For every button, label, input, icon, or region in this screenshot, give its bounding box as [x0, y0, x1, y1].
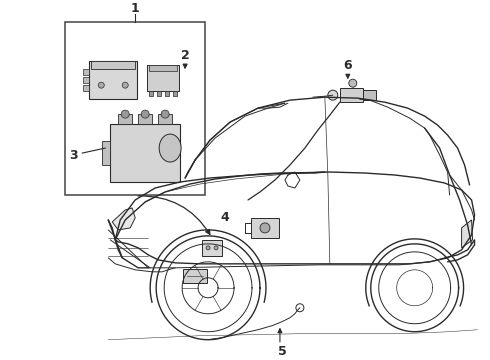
Circle shape [349, 79, 357, 87]
Circle shape [98, 82, 104, 88]
Polygon shape [363, 90, 376, 100]
Circle shape [141, 110, 149, 118]
Polygon shape [149, 91, 153, 96]
Polygon shape [462, 220, 472, 248]
Polygon shape [165, 91, 169, 96]
Polygon shape [138, 114, 152, 124]
Polygon shape [83, 69, 89, 75]
Circle shape [206, 246, 210, 250]
Ellipse shape [159, 134, 181, 162]
Text: 1: 1 [131, 2, 140, 15]
Text: 5: 5 [277, 345, 286, 358]
Polygon shape [83, 77, 89, 83]
Polygon shape [173, 91, 177, 96]
Polygon shape [112, 208, 135, 230]
Polygon shape [147, 65, 179, 91]
Polygon shape [251, 218, 279, 238]
Text: 2: 2 [181, 49, 190, 62]
Polygon shape [83, 85, 89, 91]
Polygon shape [158, 114, 172, 124]
Circle shape [161, 110, 169, 118]
Text: 3: 3 [69, 149, 77, 162]
Polygon shape [91, 61, 135, 69]
Circle shape [328, 90, 338, 100]
Text: 4: 4 [220, 211, 229, 224]
Circle shape [122, 82, 128, 88]
Bar [65, 22, 205, 195]
Circle shape [121, 110, 129, 118]
Polygon shape [149, 65, 177, 71]
Polygon shape [89, 61, 137, 99]
Polygon shape [183, 269, 207, 283]
Text: 6: 6 [343, 59, 352, 72]
Polygon shape [340, 88, 363, 102]
Polygon shape [157, 91, 161, 96]
Polygon shape [102, 141, 110, 165]
Polygon shape [110, 124, 180, 182]
Circle shape [214, 246, 218, 250]
Polygon shape [202, 240, 222, 256]
Circle shape [260, 223, 270, 233]
Polygon shape [118, 114, 132, 124]
